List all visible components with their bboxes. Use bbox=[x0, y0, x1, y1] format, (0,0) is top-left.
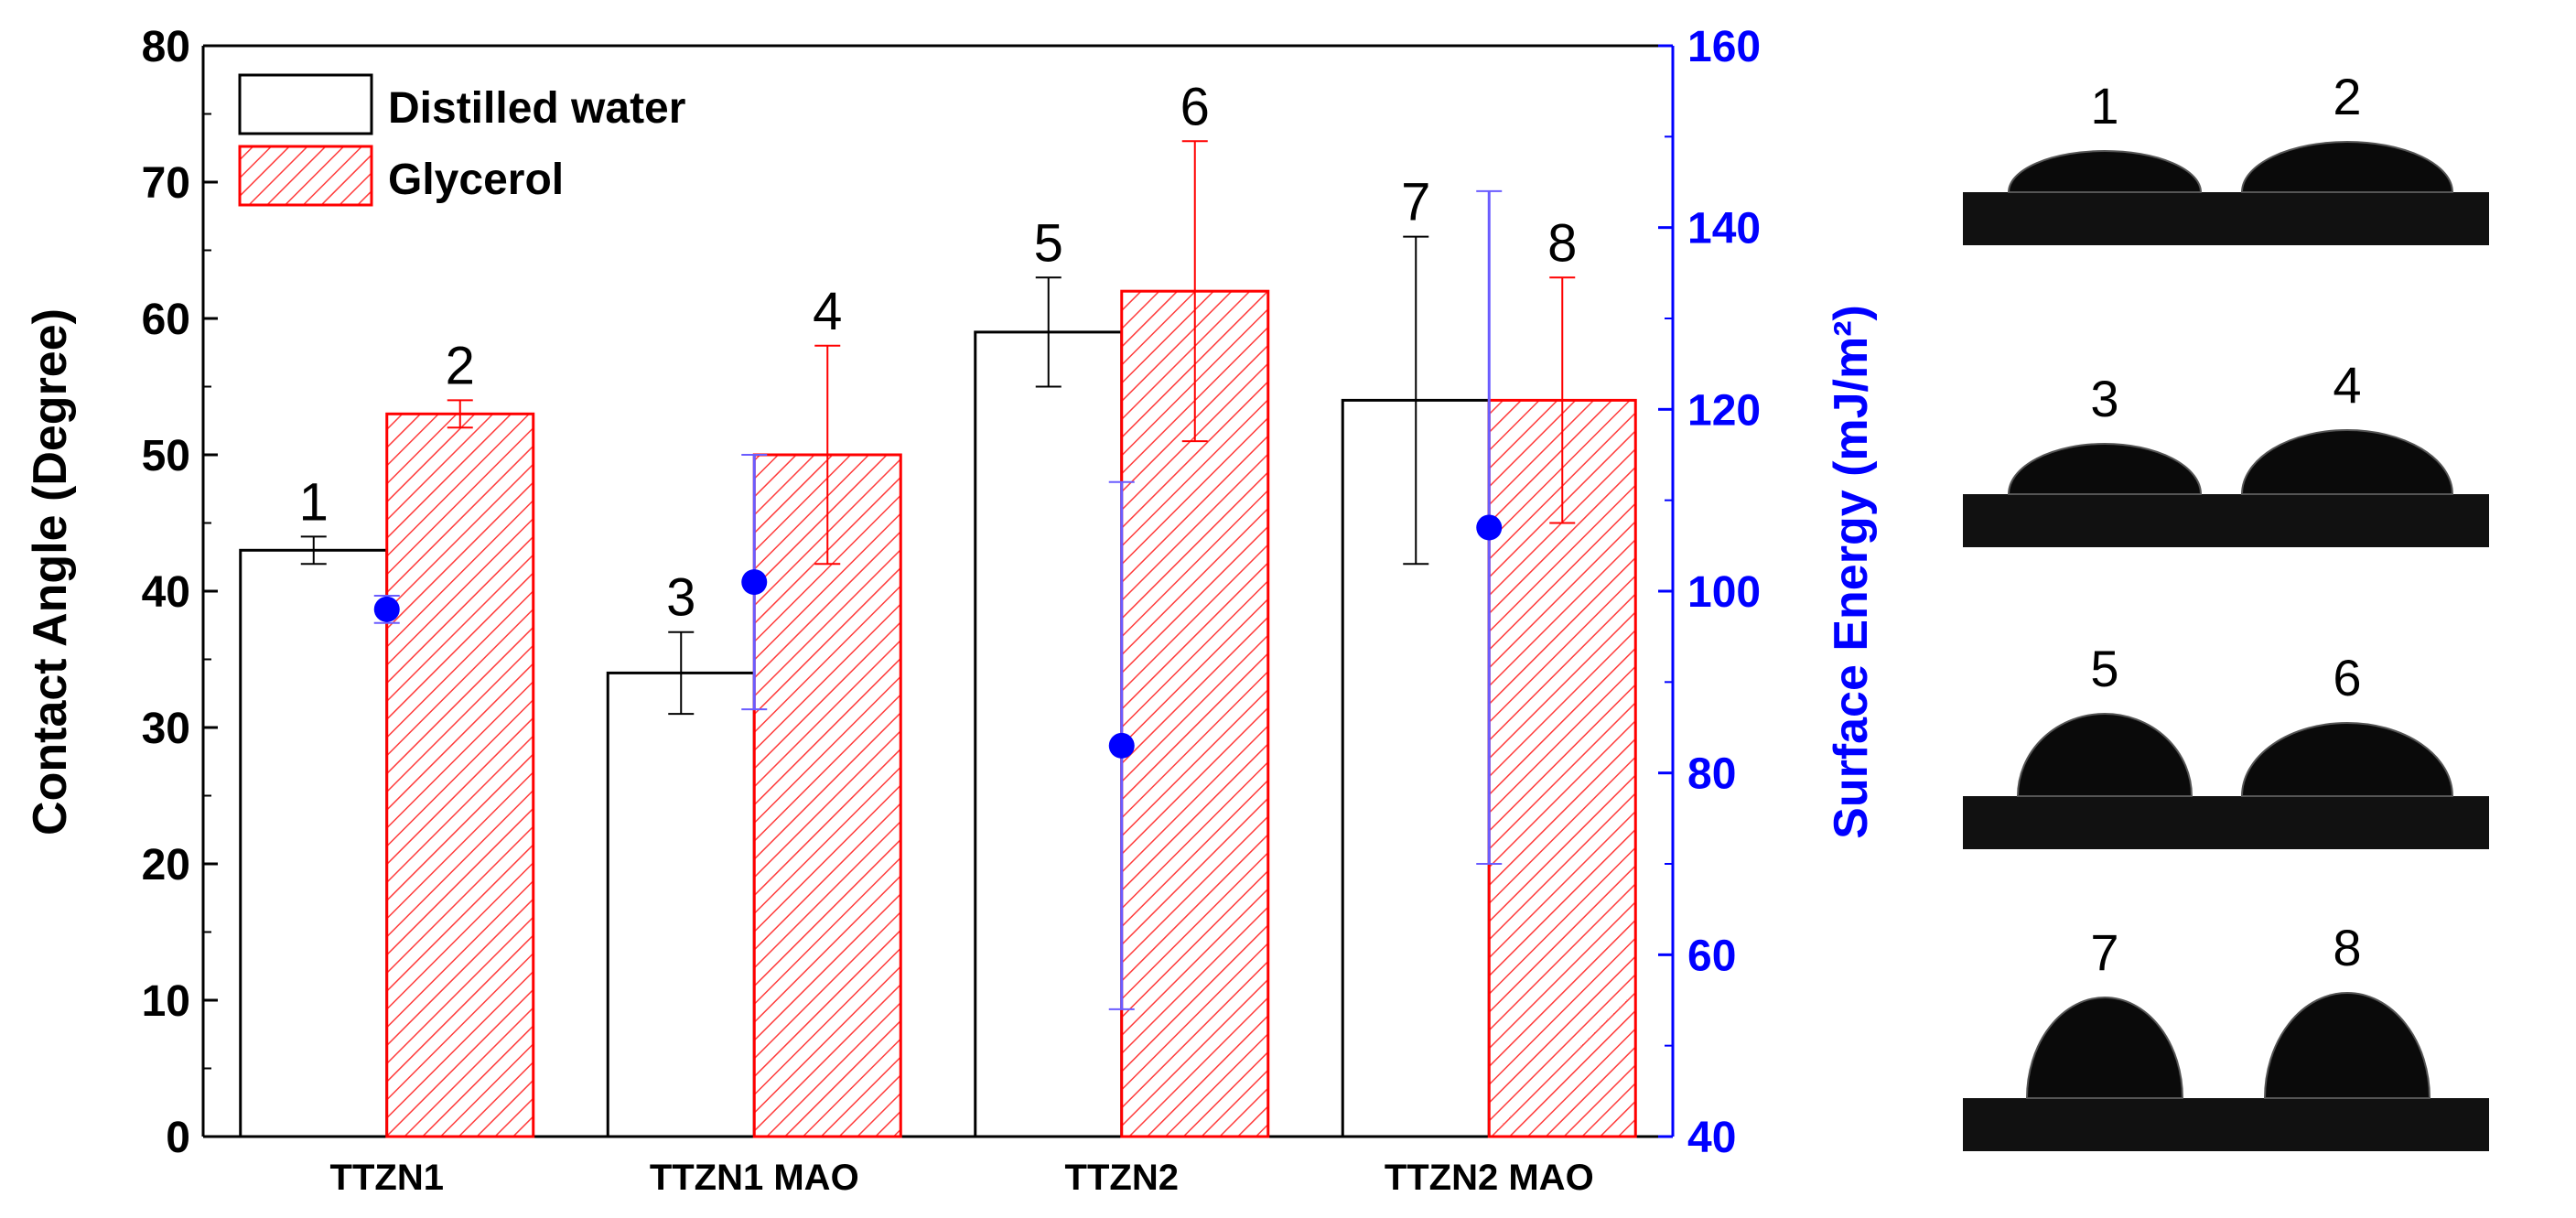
x-tick-label: TTZN2 bbox=[1065, 1158, 1179, 1198]
y-tick-label: 50 bbox=[142, 432, 190, 480]
droplet-image bbox=[2025, 997, 2184, 1099]
droplet-substrate bbox=[1963, 494, 2489, 547]
droplet-label: 7 bbox=[2090, 923, 2118, 981]
y-tick-label: 80 bbox=[142, 23, 190, 71]
y-tick-label: 20 bbox=[142, 841, 190, 889]
legend-water-label: Distilled water bbox=[388, 84, 685, 133]
droplet-image bbox=[2007, 443, 2203, 495]
droplet-label: 1 bbox=[2090, 77, 2118, 135]
x-tick-label: TTZN1 MAO bbox=[650, 1158, 859, 1198]
bar-number-label: 4 bbox=[813, 282, 842, 341]
bar-number-label: 3 bbox=[666, 568, 695, 628]
bar-number-label: 7 bbox=[1401, 173, 1430, 232]
legend: Distilled water Glycerol bbox=[238, 73, 685, 207]
y2-axis-title: Surface Energy (mJ/m²) bbox=[1825, 305, 1878, 839]
error-bars-layer bbox=[300, 140, 1576, 716]
droplet-image bbox=[2240, 429, 2454, 495]
droplet-image bbox=[2240, 722, 2454, 797]
droplet-image bbox=[2240, 141, 2454, 193]
y2-tick-label: 100 bbox=[1687, 568, 1761, 617]
droplet-label: 5 bbox=[2090, 640, 2118, 697]
droplet-label: 6 bbox=[2333, 649, 2361, 706]
x-tick-label: TTZN1 bbox=[330, 1158, 444, 1198]
y-tick-label: 40 bbox=[142, 568, 190, 617]
bars-layer bbox=[239, 289, 1637, 1138]
legend-glycerol-label: Glycerol bbox=[388, 156, 564, 204]
droplet-substrate bbox=[1963, 1098, 2489, 1151]
y2-tick-label: 160 bbox=[1687, 23, 1761, 71]
y2-tick-label: 140 bbox=[1687, 205, 1761, 253]
water-bar bbox=[606, 671, 756, 1138]
y-tick-label: 0 bbox=[166, 1114, 190, 1162]
y-tick-label: 70 bbox=[142, 159, 190, 208]
y2-tick-label: 80 bbox=[1687, 750, 1736, 799]
legend-water-swatch bbox=[238, 73, 373, 135]
bar-number-labels: 1 3 5 7 2 4 6 8 bbox=[299, 77, 1578, 627]
droplet-image-panel: 1 2 3 4 5 6 7 8 bbox=[1963, 68, 2489, 1151]
droplet-image bbox=[2007, 150, 2203, 193]
bar-number-label: 8 bbox=[1547, 213, 1577, 273]
y2-tick-label: 40 bbox=[1687, 1114, 1736, 1162]
y-axis-title: Contact Angle (Degree) bbox=[24, 308, 77, 835]
y-tick-label: 60 bbox=[142, 296, 190, 344]
droplet-label: 3 bbox=[2090, 370, 2118, 427]
bar-number-label: 1 bbox=[299, 472, 329, 532]
y-tick-label: 30 bbox=[142, 705, 190, 753]
surface-energy-point bbox=[741, 569, 768, 596]
droplet-label: 8 bbox=[2333, 919, 2361, 976]
surface-energy-point bbox=[1108, 732, 1135, 759]
water-bar bbox=[974, 330, 1124, 1138]
glycerol-bar bbox=[385, 412, 535, 1138]
legend-glycerol-swatch bbox=[238, 145, 373, 207]
droplet-substrate bbox=[1963, 192, 2489, 245]
bar-number-label: 6 bbox=[1180, 77, 1210, 136]
y2-tick-label: 60 bbox=[1687, 932, 1736, 980]
water-bar bbox=[239, 548, 389, 1138]
surface-energy-point bbox=[373, 596, 400, 622]
y2-tick-label: 120 bbox=[1687, 386, 1761, 435]
droplet-label: 4 bbox=[2333, 356, 2361, 414]
droplet-label: 2 bbox=[2333, 68, 2361, 125]
droplet-substrate bbox=[1963, 796, 2489, 849]
bar-number-label: 5 bbox=[1034, 213, 1063, 273]
surface-energy-layer bbox=[373, 189, 1503, 1010]
surface-energy-point bbox=[1476, 514, 1503, 541]
glycerol-bar bbox=[752, 453, 902, 1138]
droplet-image bbox=[2263, 992, 2431, 1099]
droplet-image bbox=[2016, 713, 2193, 797]
y-tick-label: 10 bbox=[142, 977, 190, 1026]
axis-ticks: 0 10 20 30 40 50 60 70 80 40 60 80 100 120 140 160 TTZN1… bbox=[142, 23, 1761, 1198]
x-tick-label: TTZN2 MAO bbox=[1385, 1158, 1594, 1198]
bar-number-label: 2 bbox=[446, 336, 475, 395]
